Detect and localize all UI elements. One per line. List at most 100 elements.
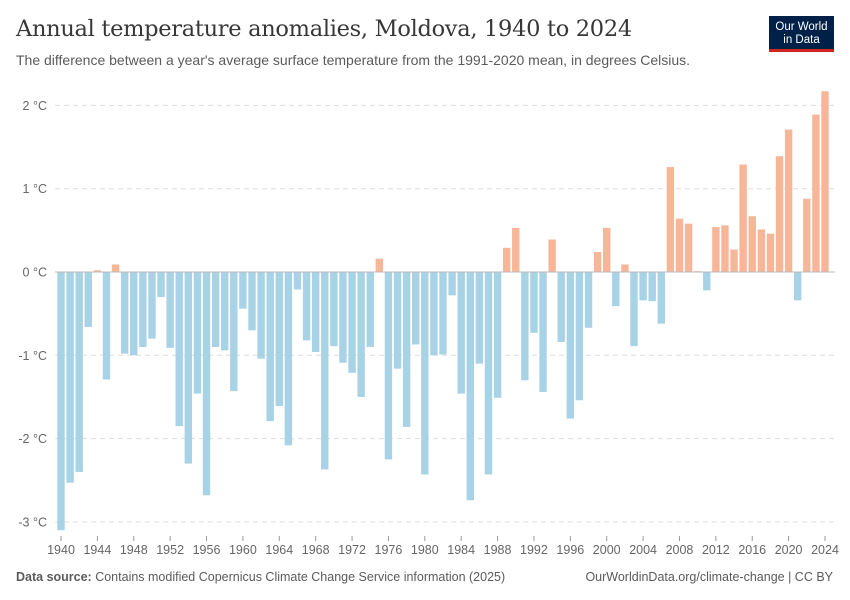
bar-2004: [639, 272, 647, 301]
bar-1948: [130, 272, 138, 356]
bar-2001: [612, 272, 620, 307]
bar-1951: [157, 272, 165, 297]
x-tick-label: 1996: [556, 543, 584, 557]
source-link[interactable]: OurWorldinData.org/climate-change | CC B…: [585, 570, 833, 584]
bar-1976: [384, 272, 393, 460]
bar-1943: [84, 272, 92, 327]
bar-1991: [521, 272, 529, 381]
data-source-text: Contains modified Copernicus Climate Cha…: [91, 570, 506, 584]
data-source-label: Data source:: [16, 570, 92, 584]
bar-1971: [339, 272, 347, 363]
bar-1989: [502, 247, 511, 272]
bar-1940: [57, 272, 65, 531]
bar-1984: [457, 272, 465, 394]
x-tick-label: 1984: [447, 543, 475, 557]
data-source: Data source: Contains modified Copernicu…: [16, 570, 505, 584]
bar-1985: [466, 272, 474, 501]
bar-1988: [493, 272, 502, 398]
bar-1964: [275, 272, 283, 407]
bar-2014: [730, 249, 738, 272]
bar-1945: [102, 272, 111, 380]
x-tick-label: 2020: [775, 543, 803, 557]
bar-1994: [548, 239, 556, 272]
bar-1987: [484, 272, 493, 475]
x-tick-label: 1956: [193, 543, 221, 557]
x-tick-label: 1972: [338, 543, 366, 557]
bar-2016: [748, 216, 756, 272]
x-tick-label: 1952: [156, 543, 184, 557]
bar-1941: [66, 272, 74, 483]
bar-2017: [757, 229, 766, 272]
bar-1950: [148, 272, 156, 339]
bar-1983: [448, 272, 456, 296]
chart-subtitle: The difference between a year's average …: [16, 52, 691, 68]
y-tick-label: 2 °C: [23, 99, 47, 113]
bar-1972: [348, 272, 356, 373]
x-tick-label: 1968: [302, 543, 330, 557]
bar-1962: [257, 272, 265, 359]
x-tick-label: 2008: [666, 543, 694, 557]
bar-2013: [721, 225, 729, 272]
bar-1959: [230, 272, 238, 392]
bar-1978: [402, 272, 411, 427]
bar-2024: [821, 91, 829, 272]
y-tick-label: -2 °C: [18, 432, 47, 446]
bar-1967: [302, 272, 311, 341]
bar-1965: [284, 272, 293, 446]
bar-1956: [202, 272, 211, 496]
bar-1999: [593, 252, 602, 272]
logo-accent-bar: [769, 49, 834, 52]
bar-1944: [93, 270, 102, 272]
owid-logo[interactable]: Our World in Data: [769, 16, 834, 52]
bar-1963: [266, 272, 274, 422]
bar-1998: [584, 272, 593, 328]
logo-line-1: Our World: [775, 21, 828, 33]
bar-2022: [803, 198, 811, 272]
bar-1942: [75, 272, 83, 472]
x-tick-label: 2000: [593, 543, 621, 557]
bar-1947: [120, 272, 129, 354]
x-tick-label: 1980: [411, 543, 439, 557]
bar-1993: [539, 272, 547, 392]
y-tick-label: -1 °C: [18, 349, 47, 363]
bar-1990: [512, 227, 520, 272]
bar-1946: [111, 264, 120, 272]
x-tick-label: 1988: [484, 543, 512, 557]
bar-1979: [412, 272, 420, 345]
bar-2007: [666, 167, 675, 272]
y-tick-label: 1 °C: [23, 182, 47, 196]
bar-1953: [175, 272, 183, 427]
logo-line-2: in Data: [783, 34, 820, 46]
bar-1961: [248, 272, 256, 331]
bar-1977: [393, 272, 402, 369]
y-axis: -3 °C -2 °C -1 °C 0 °C 1 °C 2 °C: [18, 99, 47, 530]
bar-1974: [366, 272, 374, 347]
bar-2000: [603, 227, 611, 272]
bar-1996: [566, 272, 575, 419]
bar-1958: [221, 272, 229, 351]
bar-2009: [684, 223, 693, 272]
bar-2012: [712, 227, 720, 272]
bar-1973: [357, 272, 365, 397]
x-tick-label: 2016: [738, 543, 766, 557]
bar-1955: [193, 272, 202, 394]
y-tick-label: -3 °C: [18, 515, 47, 529]
bar-1966: [293, 272, 302, 290]
bar-2003: [630, 272, 638, 347]
bar-2002: [621, 264, 629, 272]
bar-1982: [439, 272, 447, 355]
x-tick-label: 1964: [265, 543, 293, 557]
x-tick-label: 1976: [375, 543, 403, 557]
y-tick-label: 0 °C: [23, 266, 47, 280]
bar-1960: [239, 272, 247, 309]
bar-1986: [475, 272, 484, 364]
bar-2011: [703, 272, 711, 291]
x-tick-label: 1944: [83, 543, 111, 557]
x-tick-label: 2024: [811, 543, 839, 557]
bar-1949: [139, 272, 147, 347]
bar-1975: [375, 258, 384, 272]
bar-2006: [657, 272, 665, 324]
bar-1957: [211, 272, 220, 347]
bar-2023: [812, 114, 820, 272]
